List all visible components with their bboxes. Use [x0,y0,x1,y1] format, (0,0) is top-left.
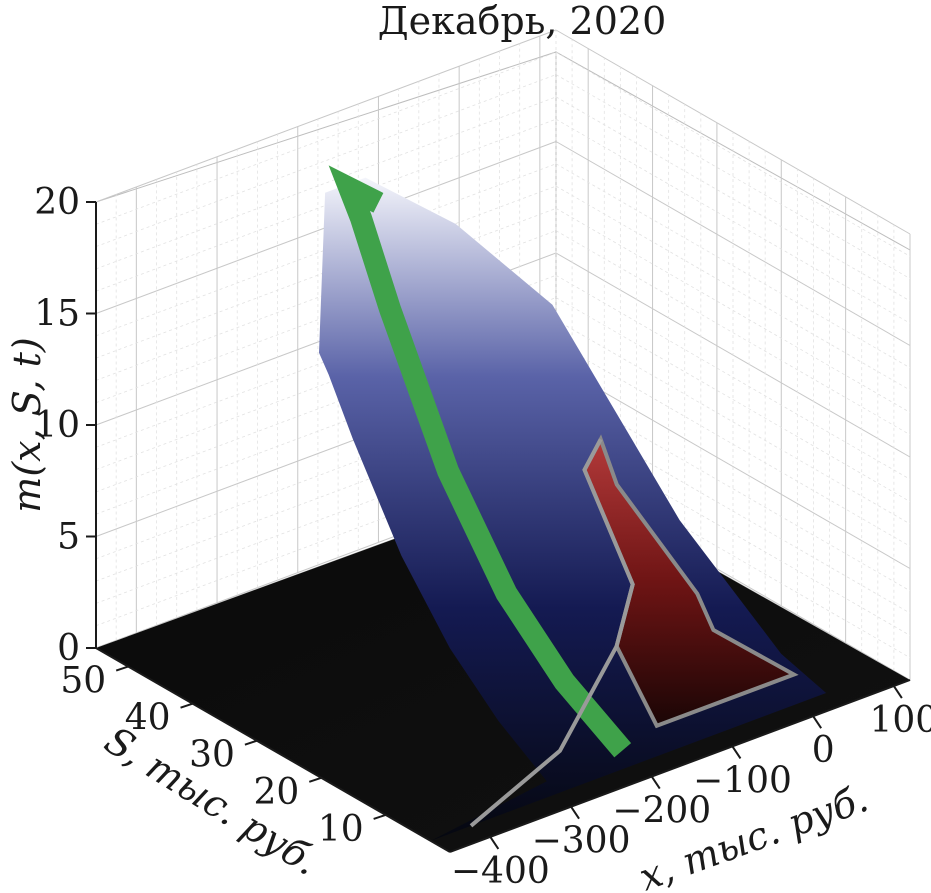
grid-line [555,141,911,346]
z-tick-label: 0 [57,628,80,669]
z-tick-label: 20 [34,182,80,223]
x-tick-label: −300 [532,821,631,862]
z-tick-label: 10 [34,405,80,446]
z-tick-label: 15 [34,294,80,335]
s-tick-label: 30 [189,735,235,776]
x-tick-mark [893,685,903,699]
front-profile-line [469,438,635,828]
s-tick-mark [373,813,386,820]
z-tick-label: 5 [57,517,80,558]
z-axis-label: m(x, S, t) [5,337,49,512]
grid-line [555,51,911,257]
x-axis-ticks: −400−300−200−100 0 100 [451,685,931,892]
z-axis-ticks: 0 5 10 15 20 [34,182,96,669]
x-tick-label: 0 [812,730,835,771]
s-tick-label: 20 [253,772,299,813]
grid-line [555,208,911,413]
chart-title: Декабрь, 2020 [378,0,667,43]
x-tick-mark [570,806,580,820]
x-tick-mark [812,715,822,729]
s-tick-mark [115,665,129,672]
grid-line [555,230,911,436]
grid-line [95,51,557,225]
grid-line [95,208,557,381]
x-tick-label: 100 [870,700,931,741]
x-tick-label: −100 [693,760,792,801]
x-tick-label: −400 [451,851,550,892]
x-tick-mark [731,745,742,759]
grid-line [555,364,911,569]
x-tick-mark [650,776,661,790]
ridge-band [328,165,632,758]
x-axis-line [449,679,911,853]
grid-line [555,74,911,279]
s-tick-mark [244,739,258,746]
s-tick-mark [308,776,322,783]
x-tick-label: −200 [612,791,711,832]
grid-line [555,297,911,502]
grid-line [95,74,557,247]
s-axis-line [95,647,451,853]
s-tick-label: 40 [125,698,171,739]
s-tick-label: 10 [318,809,364,850]
s-tick-label: 50 [60,661,106,702]
s-axis-ticks: 10 20 30 40 50 [60,661,386,850]
s-tick-mark [180,702,193,709]
x-tick-mark [489,836,500,850]
